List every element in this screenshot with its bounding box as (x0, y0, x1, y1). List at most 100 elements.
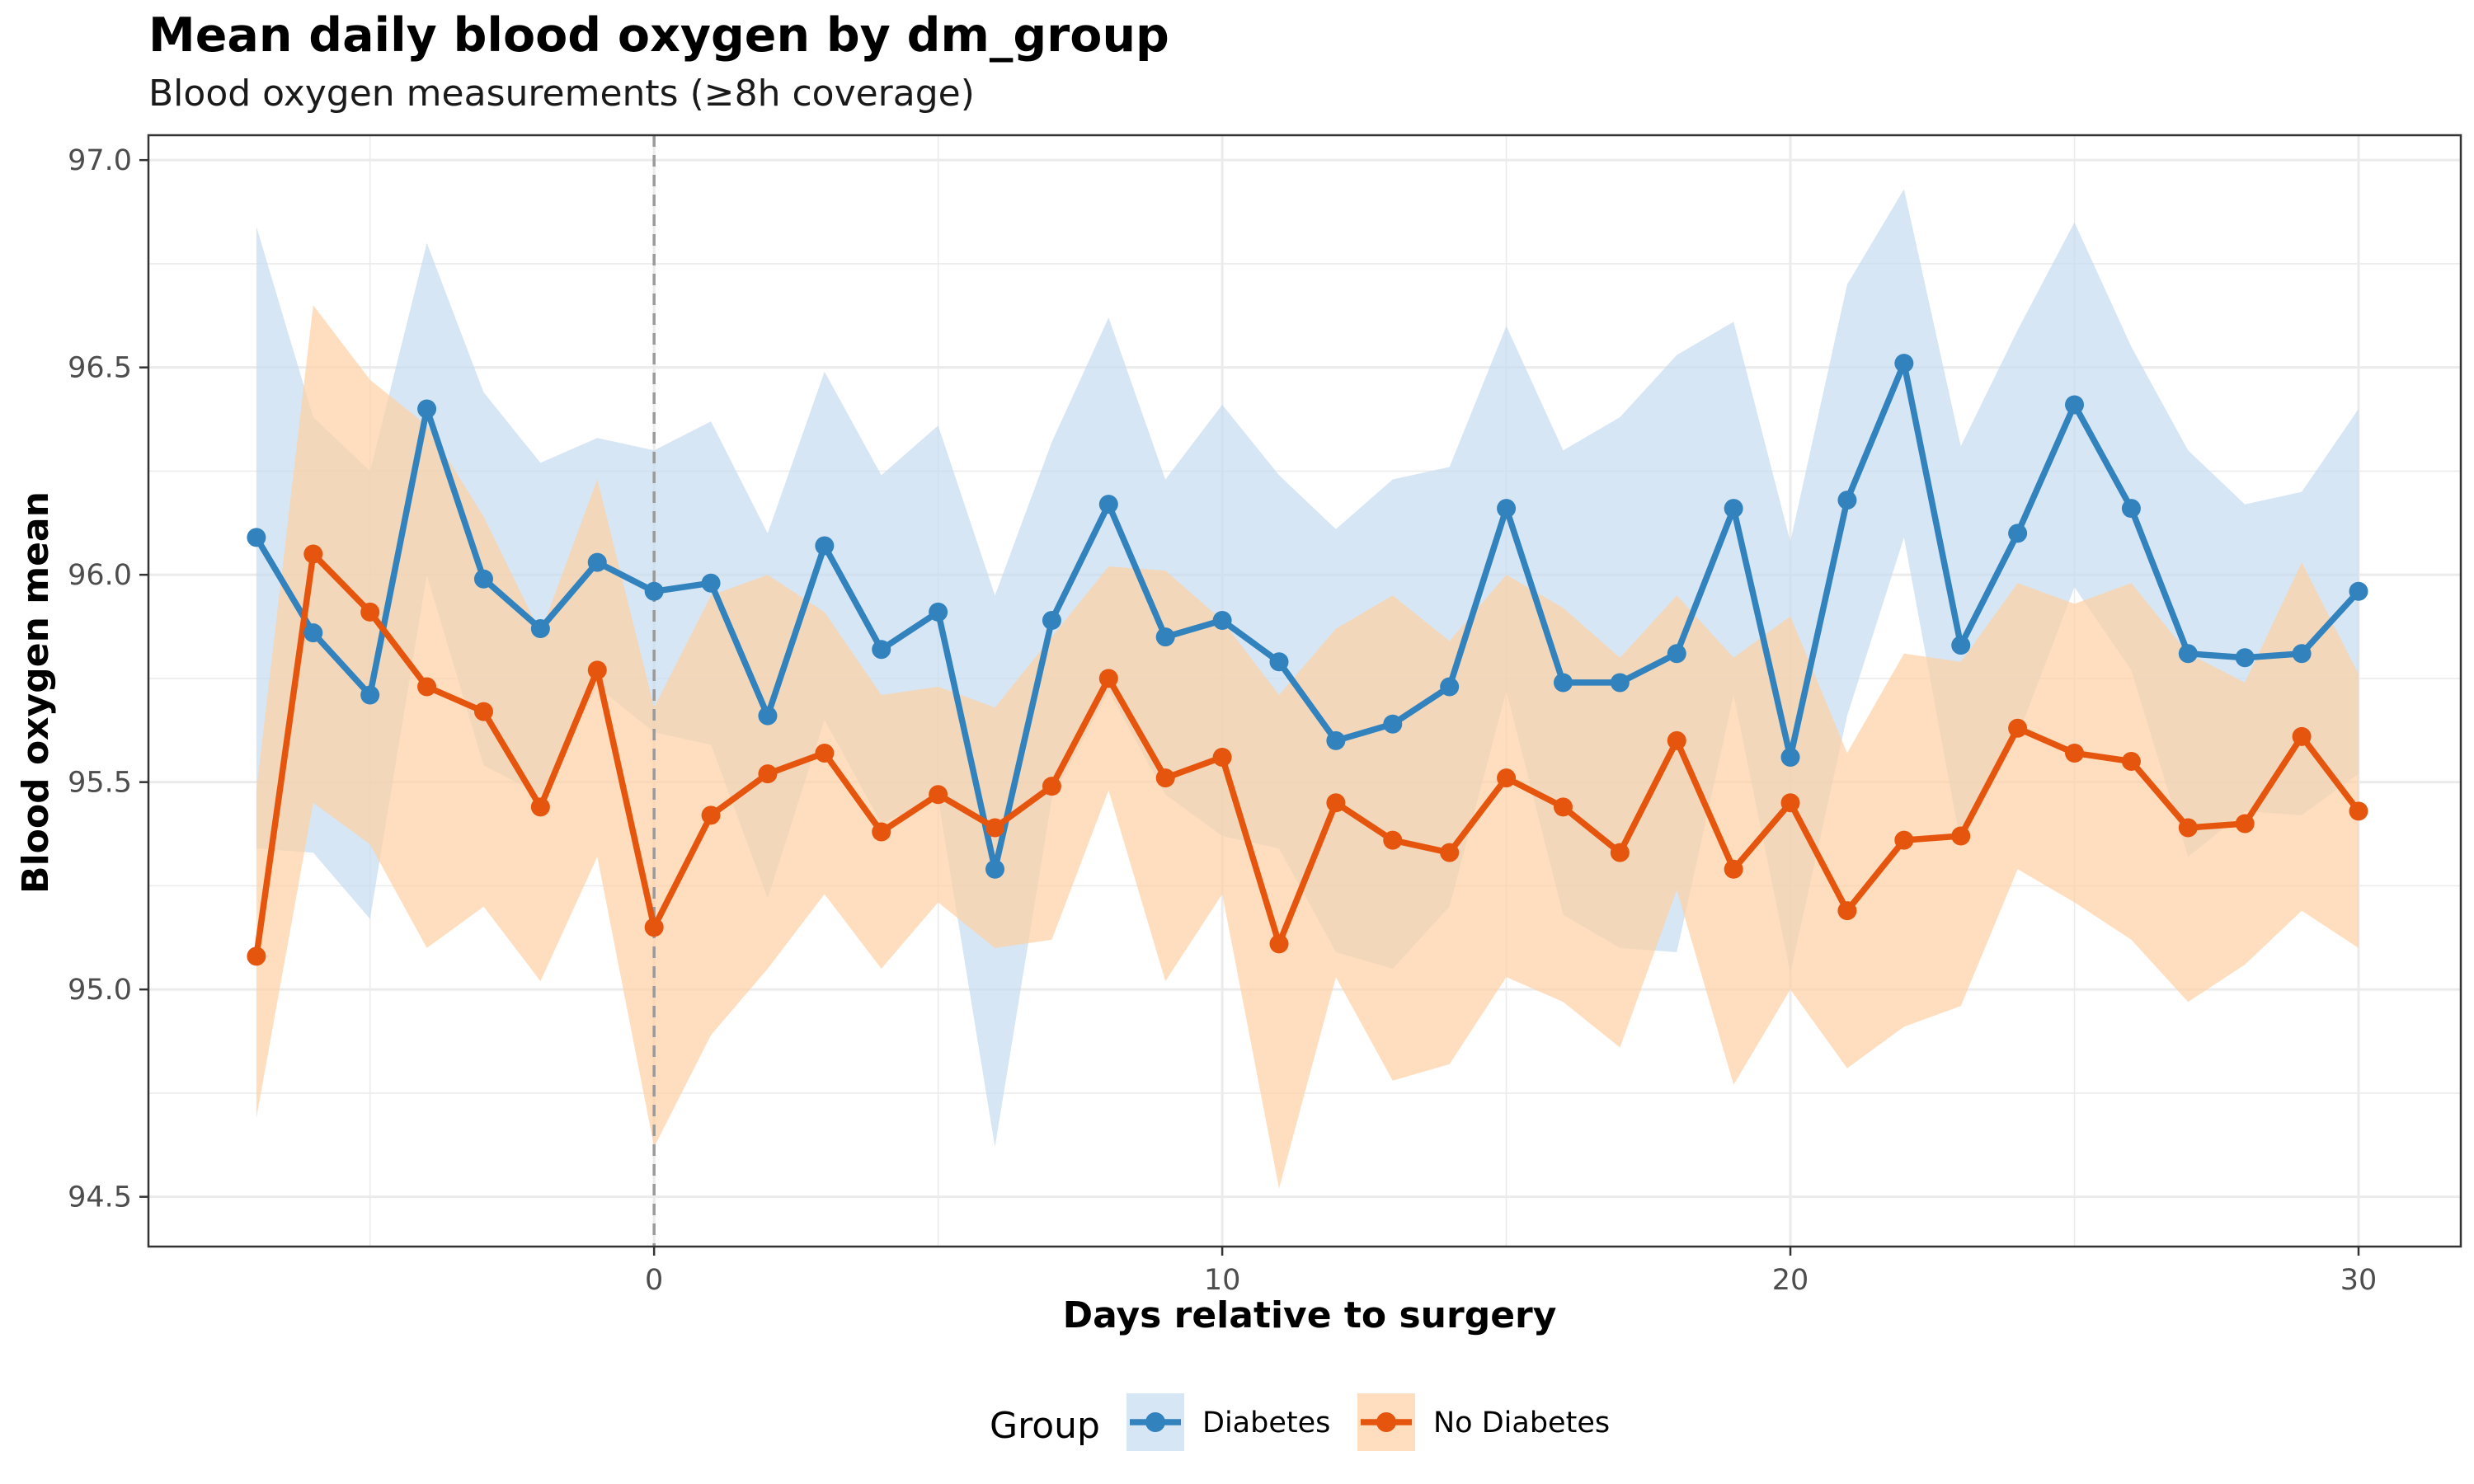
y-tick-label: 96.5 (68, 352, 132, 385)
legend-title: Group (990, 1405, 1100, 1447)
data-point-no-diabetes (473, 702, 493, 721)
data-point-diabetes (985, 859, 1005, 879)
data-point-no-diabetes (2349, 801, 2368, 821)
data-point-diabetes (1837, 491, 1857, 510)
data-point-no-diabetes (985, 818, 1005, 838)
data-point-diabetes (1155, 627, 1175, 647)
x-tick-label: 10 (1204, 1264, 1241, 1297)
data-point-diabetes (1042, 610, 1061, 630)
x-axis-label: Days relative to surgery (1063, 1294, 1557, 1336)
data-point-diabetes (1553, 673, 1573, 693)
data-point-no-diabetes (2121, 752, 2141, 772)
series-line-diabetes (253, 359, 2362, 873)
data-point-diabetes (360, 685, 380, 705)
data-point-no-diabetes (1667, 730, 1686, 750)
data-point-diabetes (530, 619, 550, 639)
data-point-no-diabetes (2292, 726, 2312, 746)
legend-item-no-diabetes: No Diabetes (1357, 1393, 1610, 1451)
y-tick-label: 96.0 (68, 559, 132, 592)
y-tick-label: 94.5 (68, 1181, 132, 1214)
data-point-no-diabetes (2235, 814, 2255, 834)
data-point-diabetes (1440, 677, 1460, 697)
x-axis-ticks: 0 10 20 30 (645, 1247, 2377, 1297)
data-point-diabetes (417, 399, 437, 419)
data-point-no-diabetes (417, 677, 437, 697)
legend: Group Diabetes No Diabetes (990, 1393, 1610, 1451)
data-point-diabetes (2349, 581, 2368, 601)
series-line-no-diabetes (253, 551, 2362, 960)
data-point-diabetes (872, 640, 891, 660)
data-point-diabetes (1497, 499, 1517, 519)
data-point-no-diabetes (1724, 859, 1743, 879)
data-point-no-diabetes (2178, 818, 2198, 838)
x-tick-label: 20 (1772, 1264, 1809, 1297)
data-point-diabetes (587, 552, 607, 572)
chart-title: Mean daily blood oxygen by dm_group (148, 8, 1169, 63)
data-point-no-diabetes (530, 797, 550, 817)
data-point-no-diabetes (1212, 747, 1232, 767)
data-point-diabetes (758, 706, 778, 726)
plot-border (147, 134, 2462, 1248)
legend-label-diabetes: Diabetes (1202, 1407, 1330, 1439)
data-point-diabetes (1951, 636, 1971, 655)
data-point-diabetes (1269, 652, 1289, 672)
data-point-diabetes (2121, 499, 2141, 519)
data-point-diabetes (2178, 644, 2198, 664)
data-point-diabetes (1667, 644, 1686, 664)
y-tick-label: 95.0 (68, 974, 132, 1007)
data-point-diabetes (929, 602, 948, 622)
data-point-diabetes (303, 623, 323, 643)
plot-panel-border (147, 134, 2462, 1248)
x-tick-label: 30 (2340, 1264, 2378, 1297)
data-point-no-diabetes (1155, 768, 1175, 788)
data-point-no-diabetes (1042, 777, 1061, 796)
data-point-no-diabetes (1894, 830, 1914, 850)
data-point-no-diabetes (587, 660, 607, 680)
y-axis-label: Blood oxygen mean (15, 491, 57, 894)
data-point-diabetes (247, 528, 266, 547)
data-point-no-diabetes (1553, 797, 1573, 817)
data-point-no-diabetes (701, 805, 721, 825)
data-point-no-diabetes (2065, 743, 2085, 763)
confidence-bands (256, 189, 2359, 1189)
data-point-no-diabetes (1269, 934, 1289, 954)
data-point-no-diabetes (1610, 843, 1630, 862)
y-tick-label: 95.5 (68, 767, 132, 800)
data-point-diabetes (2235, 648, 2255, 668)
data-point-no-diabetes (872, 822, 891, 842)
data-point-no-diabetes (2008, 718, 2028, 738)
x-tick-label: 0 (645, 1264, 663, 1297)
data-point-diabetes (1212, 610, 1232, 630)
y-tick-label: 97.0 (68, 144, 132, 177)
data-point-diabetes (1383, 714, 1403, 734)
data-point-no-diabetes (1326, 793, 1346, 813)
data-point-diabetes (815, 536, 835, 556)
y-axis-ticks: 94.5 95.0 95.5 96.0 96.5 97.0 (68, 144, 148, 1214)
data-point-diabetes (1894, 354, 1914, 373)
data-point-no-diabetes (1951, 826, 1971, 846)
data-point-no-diabetes (1780, 793, 1800, 813)
data-point-no-diabetes (247, 946, 266, 966)
data-point-no-diabetes (1837, 901, 1857, 921)
data-point-no-diabetes (1440, 843, 1460, 862)
legend-key-point-no-diabetes (1376, 1412, 1396, 1432)
data-point-no-diabetes (644, 918, 664, 937)
data-point-diabetes (1610, 673, 1630, 693)
legend-key-point-diabetes (1145, 1412, 1165, 1432)
legend-label-no-diabetes: No Diabetes (1433, 1407, 1610, 1439)
legend-item-diabetes: Diabetes (1126, 1393, 1330, 1451)
data-point-diabetes (473, 569, 493, 589)
data-point-no-diabetes (758, 764, 778, 784)
data-point-no-diabetes (303, 544, 323, 564)
data-point-no-diabetes (360, 602, 380, 622)
data-point-diabetes (701, 573, 721, 593)
chart-subtitle: Blood oxygen measurements (≥8h coverage) (148, 73, 975, 115)
data-point-no-diabetes (1383, 830, 1403, 850)
data-point-diabetes (2008, 524, 2028, 543)
data-point-diabetes (1326, 730, 1346, 750)
band-no-diabetes (256, 305, 2359, 1189)
data-point-no-diabetes (1497, 768, 1517, 788)
series-points (247, 354, 2368, 966)
data-point-diabetes (1098, 495, 1118, 514)
